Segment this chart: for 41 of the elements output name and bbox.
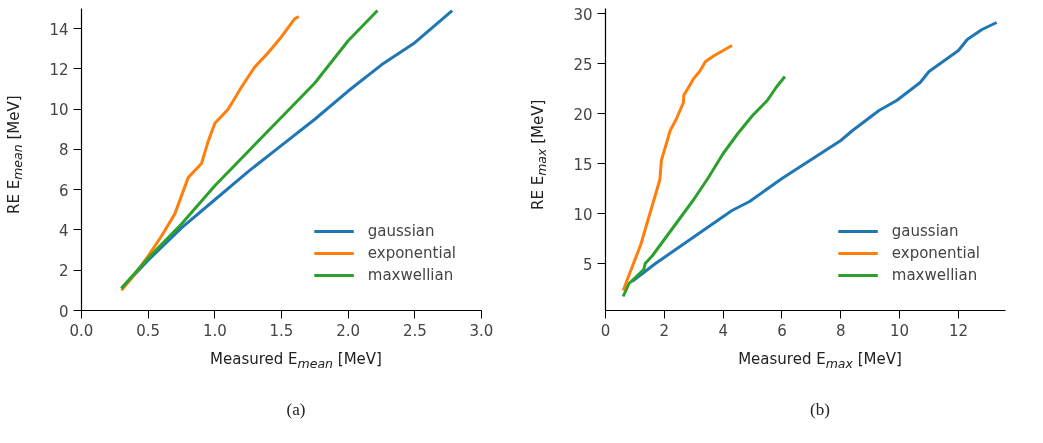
line-series xyxy=(621,44,734,292)
x-tick-label: 0 xyxy=(600,321,611,340)
x-tick-label: 2 xyxy=(659,321,670,340)
y-tick-label: 5 xyxy=(582,255,593,274)
y-tick-label: 2 xyxy=(58,262,69,281)
text: (b) xyxy=(809,400,831,420)
line-series xyxy=(621,75,787,298)
legend-label: exponential xyxy=(367,244,456,262)
y-tick-label: 10 xyxy=(573,205,593,224)
y-tick-label: 30 xyxy=(573,5,593,24)
y-tick-label: 25 xyxy=(573,55,593,74)
x-tick-label: 2.5 xyxy=(402,321,427,340)
legend-label: maxwellian xyxy=(367,266,454,284)
x-tick-label: 2.0 xyxy=(336,321,361,340)
x-axis-title: Measured E$_{max}$ [MeV] xyxy=(737,350,903,371)
x-tick-label: 4 xyxy=(718,321,728,340)
legend-label: maxwellian xyxy=(891,266,978,284)
y-tick-label: 10 xyxy=(49,101,69,120)
y-tick-label: 14 xyxy=(49,20,69,39)
y-tick-label: 0 xyxy=(58,302,69,321)
legend-label: gaussian xyxy=(367,222,435,240)
x-tick-label: 12 xyxy=(948,321,968,340)
y-tick-label: 15 xyxy=(573,155,593,174)
x-tick-label: 0.5 xyxy=(136,321,161,340)
x-tick-label: 10 xyxy=(890,321,910,340)
y-tick-label: 20 xyxy=(573,105,593,124)
text: (a) xyxy=(285,400,307,420)
x-tick-label: 8 xyxy=(836,321,846,340)
line-series xyxy=(630,21,999,283)
y-tick-label: 12 xyxy=(49,60,69,79)
y-tick-label: 4 xyxy=(58,221,69,240)
y-tick-label: 8 xyxy=(58,141,69,160)
x-axis-title: Measured E$_{mean}$ [MeV] xyxy=(209,350,383,371)
x-tick-label: 6 xyxy=(777,321,787,340)
x-tick-label: 3.0 xyxy=(469,321,494,340)
x-tick-label: 1.5 xyxy=(269,321,294,340)
x-tick-label: 0.0 xyxy=(69,321,94,340)
y-tick-label: 6 xyxy=(58,181,69,200)
legend-label: exponential xyxy=(891,244,980,262)
legend-label: gaussian xyxy=(891,222,959,240)
x-tick-label: 1.0 xyxy=(202,321,227,340)
